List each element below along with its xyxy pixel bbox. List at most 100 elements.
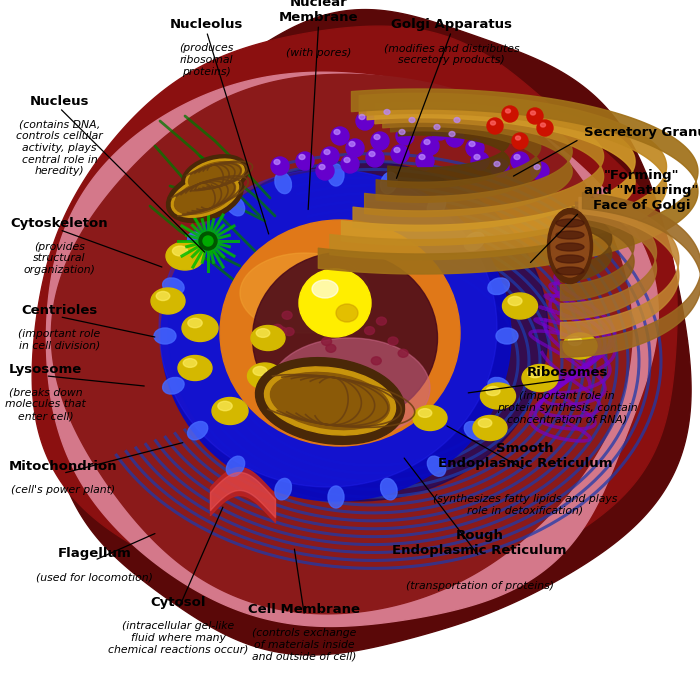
Ellipse shape [282,311,292,319]
Ellipse shape [421,137,439,155]
Ellipse shape [359,115,365,120]
Ellipse shape [496,328,518,344]
Ellipse shape [391,145,409,163]
Ellipse shape [167,170,244,223]
Text: Lysosome: Lysosome [9,363,82,376]
Ellipse shape [161,171,511,501]
Text: Secretory Granule: Secretory Granule [584,126,700,139]
Ellipse shape [265,367,396,435]
Ellipse shape [316,388,326,395]
Ellipse shape [424,139,430,145]
Ellipse shape [534,164,540,170]
Ellipse shape [256,358,405,444]
Ellipse shape [381,172,397,193]
Ellipse shape [326,345,336,352]
Text: (synthesizes fatty lipids and plays
role in detoxification): (synthesizes fatty lipids and plays role… [433,493,617,516]
Ellipse shape [491,121,496,125]
Ellipse shape [527,108,543,124]
Ellipse shape [451,115,469,133]
Ellipse shape [494,161,500,166]
Ellipse shape [331,127,349,145]
Ellipse shape [172,246,188,256]
Ellipse shape [270,338,430,438]
Ellipse shape [273,324,283,333]
Text: Golgi Apparatus: Golgi Apparatus [391,18,512,31]
Ellipse shape [551,215,589,277]
Ellipse shape [240,253,370,333]
Ellipse shape [366,149,384,167]
Ellipse shape [346,139,364,157]
Ellipse shape [486,386,500,395]
Ellipse shape [296,152,314,170]
Text: Ribosomes: Ribosomes [526,366,608,379]
Ellipse shape [162,377,184,394]
Polygon shape [42,10,691,655]
Ellipse shape [275,478,291,500]
Ellipse shape [316,162,334,180]
Ellipse shape [488,278,510,294]
Ellipse shape [398,349,408,357]
Ellipse shape [321,147,339,165]
Ellipse shape [374,134,380,139]
Ellipse shape [399,129,405,134]
Text: (modifies and distributes
secretory products): (modifies and distributes secretory prod… [384,43,519,65]
Text: (transportation of proteins): (transportation of proteins) [405,580,554,591]
Ellipse shape [178,356,212,381]
Ellipse shape [333,370,343,378]
Ellipse shape [276,327,287,335]
Ellipse shape [172,175,239,217]
Ellipse shape [271,340,281,347]
Ellipse shape [511,152,529,170]
Ellipse shape [480,383,515,409]
Text: "Forming"
and "Maturing"
Face of Golgi: "Forming" and "Maturing" Face of Golgi [584,169,699,212]
Ellipse shape [166,242,204,270]
Text: (important role
in cell division): (important role in cell division) [18,329,101,350]
Text: (contains DNA,
controls cellular
activity, plays
central role in
heredity): (contains DNA, controls cellular activit… [16,120,103,176]
Ellipse shape [344,157,350,162]
Ellipse shape [154,328,176,344]
Ellipse shape [188,318,202,328]
Ellipse shape [271,157,289,175]
Ellipse shape [183,358,197,367]
Ellipse shape [188,161,241,191]
Polygon shape [51,74,632,614]
Text: (provides
structural
organization): (provides structural organization) [24,242,95,275]
Text: (with pores): (with pores) [286,48,351,58]
Ellipse shape [299,155,305,159]
Ellipse shape [369,152,375,157]
Ellipse shape [151,288,185,314]
Ellipse shape [556,219,584,227]
Text: Smooth
Endoplasmic Reticulum: Smooth Endoplasmic Reticulum [438,442,612,470]
Ellipse shape [339,366,349,374]
Ellipse shape [491,159,509,177]
Ellipse shape [199,232,217,250]
Ellipse shape [220,220,460,446]
Ellipse shape [478,418,492,427]
Ellipse shape [349,141,355,146]
Ellipse shape [371,357,382,365]
Ellipse shape [226,456,244,476]
Ellipse shape [428,196,446,216]
Ellipse shape [502,106,518,122]
Text: Nuclear
Membrane: Nuclear Membrane [279,0,358,24]
Ellipse shape [356,112,374,130]
Ellipse shape [508,296,522,306]
Ellipse shape [299,269,371,337]
Polygon shape [46,72,658,626]
Ellipse shape [568,336,582,345]
Ellipse shape [188,422,208,440]
Ellipse shape [298,416,312,425]
Ellipse shape [365,326,374,335]
Ellipse shape [328,486,344,508]
Ellipse shape [334,129,340,134]
Ellipse shape [431,122,449,140]
Ellipse shape [512,133,528,149]
Text: Cell Membrane: Cell Membrane [248,603,360,616]
Ellipse shape [316,365,327,373]
Ellipse shape [226,196,244,216]
Ellipse shape [186,159,244,193]
Ellipse shape [556,255,584,263]
Text: (used for locomotion): (used for locomotion) [36,572,153,583]
Text: (cell's power plant): (cell's power plant) [11,485,115,496]
Ellipse shape [537,120,553,136]
